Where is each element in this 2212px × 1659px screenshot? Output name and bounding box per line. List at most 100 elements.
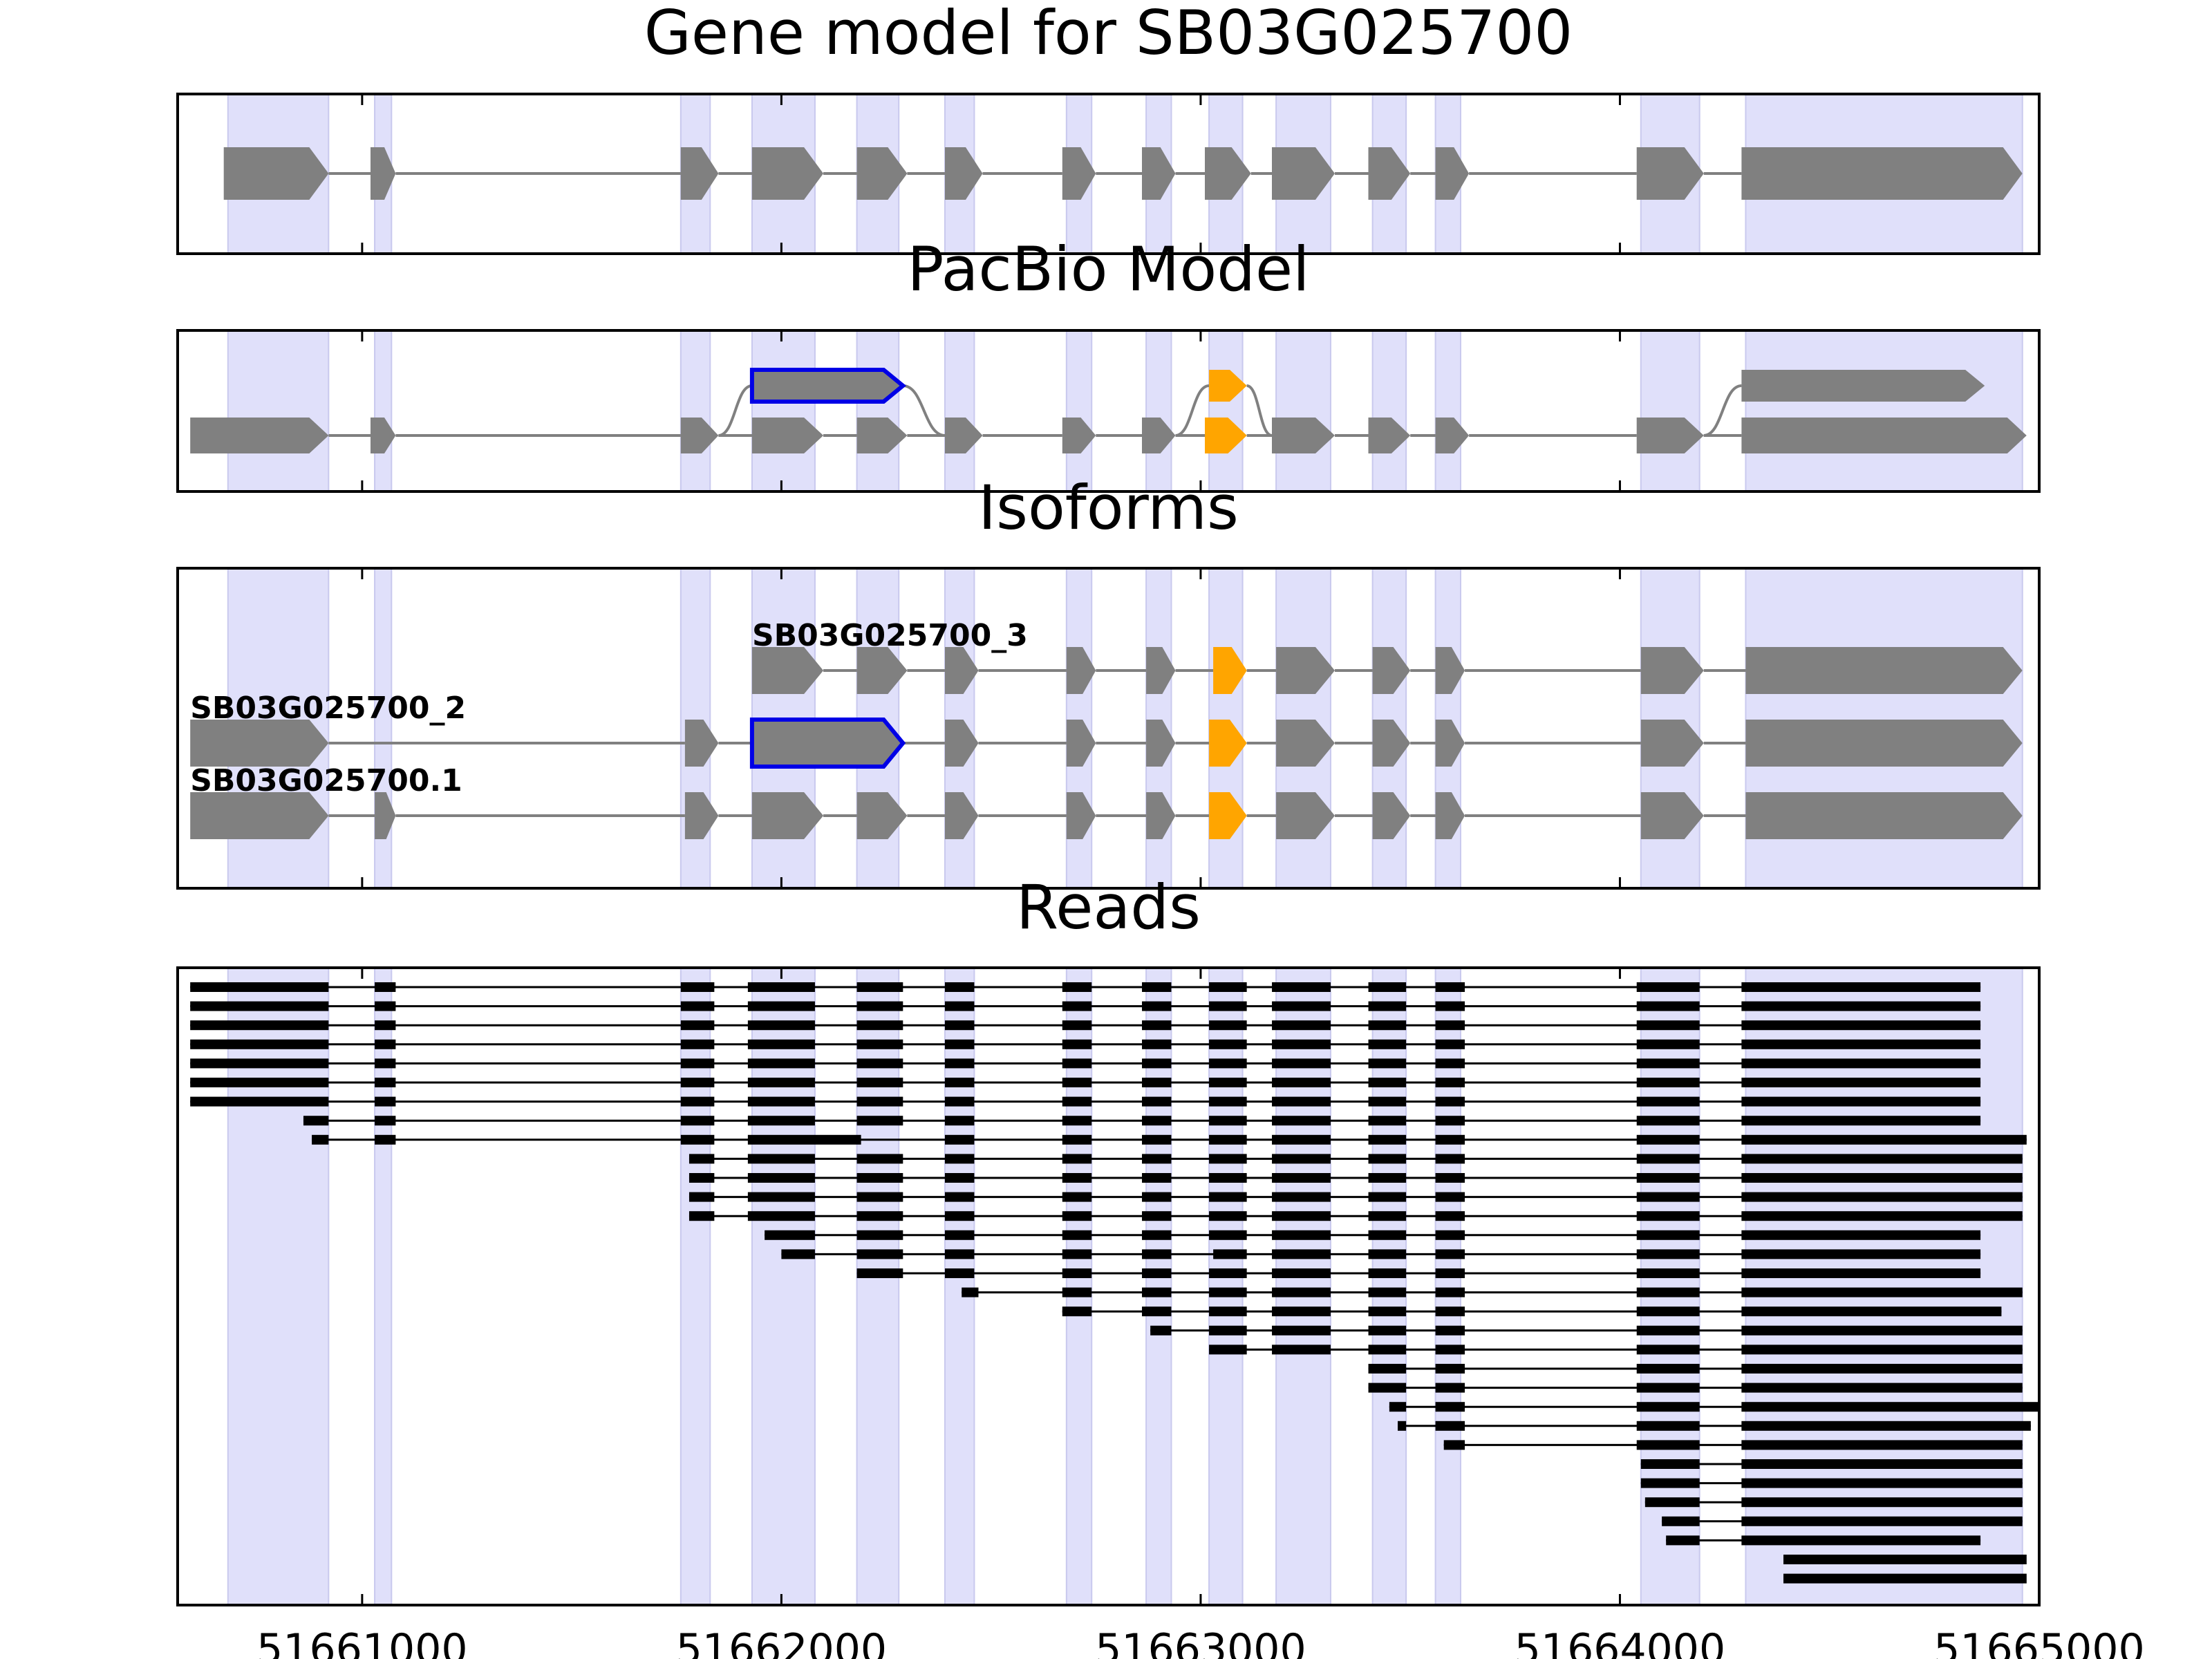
read-block bbox=[1062, 1287, 1092, 1297]
read-block bbox=[1741, 1306, 2002, 1317]
read-block bbox=[1142, 1078, 1172, 1087]
read-block bbox=[1435, 1421, 1465, 1431]
read-block bbox=[1443, 1440, 1465, 1450]
exon-mark bbox=[1276, 647, 1335, 694]
highlight-region bbox=[679, 330, 711, 492]
highlight-region bbox=[679, 967, 711, 1606]
read-block bbox=[1062, 1134, 1092, 1145]
read-block bbox=[1741, 1478, 2023, 1488]
read-row bbox=[1443, 1440, 2023, 1450]
read-block bbox=[680, 1096, 715, 1107]
read-block bbox=[1636, 1211, 1700, 1221]
read-row bbox=[1150, 1325, 2023, 1335]
read-block bbox=[1741, 1268, 1981, 1278]
read-block bbox=[1636, 1039, 1700, 1049]
splice-connector bbox=[718, 384, 753, 437]
splice-connector bbox=[1246, 384, 1273, 437]
panel-frame bbox=[176, 567, 2041, 890]
read-block bbox=[1142, 1039, 1172, 1049]
read-block bbox=[1636, 1058, 1700, 1069]
x-tick-label: 51665000 bbox=[1933, 1625, 2144, 1659]
highlight-region bbox=[1145, 330, 1172, 492]
read-block bbox=[1142, 1134, 1172, 1145]
read-row bbox=[1640, 1478, 2023, 1488]
read-block bbox=[1209, 1096, 1247, 1107]
read-block bbox=[688, 1173, 715, 1183]
read-block bbox=[1741, 1421, 2031, 1431]
read-block bbox=[1368, 1382, 1407, 1393]
read-block bbox=[1389, 1402, 1407, 1412]
read-block bbox=[680, 1020, 715, 1031]
exon-mark bbox=[1435, 647, 1465, 694]
read-block bbox=[1209, 1325, 1247, 1335]
read-block bbox=[375, 1058, 396, 1069]
read-block bbox=[1209, 1134, 1247, 1145]
exon-mark bbox=[945, 720, 979, 767]
exon-mark bbox=[1066, 792, 1096, 839]
read-block bbox=[1741, 1535, 1981, 1546]
read-block bbox=[1435, 1058, 1465, 1069]
read-block bbox=[1209, 1058, 1247, 1069]
read-block bbox=[1741, 1192, 2023, 1202]
read-block bbox=[1636, 1249, 1700, 1259]
exon-mark bbox=[749, 368, 907, 404]
read-block bbox=[856, 1211, 903, 1221]
exon-mark bbox=[1372, 720, 1411, 767]
read-block bbox=[944, 982, 975, 992]
read-block bbox=[1435, 1325, 1465, 1335]
read-block bbox=[1368, 1306, 1407, 1317]
track-data-layer: SB03G025700_3 SB03G025700_2 SB03G025700.1 bbox=[190, 147, 2039, 1584]
read-block bbox=[747, 1039, 815, 1049]
exon-mark bbox=[1062, 147, 1096, 200]
read-block bbox=[856, 1020, 903, 1031]
read-row bbox=[1662, 1516, 2023, 1526]
highlight-region bbox=[227, 967, 330, 1606]
read-block bbox=[1636, 1421, 1700, 1431]
read-block bbox=[375, 1096, 396, 1107]
read-block bbox=[1368, 1078, 1407, 1087]
highlight-region bbox=[856, 330, 900, 492]
highlight-region bbox=[944, 330, 975, 492]
read-block bbox=[856, 1230, 903, 1240]
read-block bbox=[1368, 1268, 1407, 1278]
read-block bbox=[1741, 1287, 2023, 1297]
read-row bbox=[1783, 1573, 2027, 1584]
exon-mark bbox=[1741, 370, 1985, 402]
read-block bbox=[1741, 1058, 1981, 1069]
read-block bbox=[1062, 1154, 1092, 1164]
read-block bbox=[1272, 1096, 1331, 1107]
read-row bbox=[1062, 1306, 2002, 1317]
exon-mark bbox=[1435, 147, 1470, 200]
read-block bbox=[747, 982, 815, 992]
exon-mark bbox=[1640, 792, 1704, 839]
read-block bbox=[747, 1173, 815, 1183]
read-block bbox=[1636, 1078, 1700, 1087]
exon-mark bbox=[371, 147, 396, 200]
exon-mark bbox=[751, 792, 824, 839]
read-block bbox=[1435, 1039, 1465, 1049]
read-block bbox=[1368, 1364, 1407, 1374]
read-block bbox=[1435, 1364, 1465, 1374]
read-block bbox=[1435, 1173, 1465, 1183]
read-block bbox=[1636, 1192, 1700, 1202]
read-row bbox=[190, 1039, 1981, 1049]
read-block bbox=[1272, 1287, 1331, 1297]
exon-mark bbox=[1272, 147, 1335, 200]
exon-mark bbox=[751, 418, 824, 453]
exon-mark bbox=[1146, 720, 1176, 767]
exon-mark bbox=[1209, 792, 1247, 839]
read-block bbox=[1272, 1058, 1331, 1069]
exon-mark bbox=[1372, 792, 1411, 839]
exon-mark bbox=[856, 418, 908, 453]
read-block bbox=[1272, 1116, 1331, 1126]
read-row bbox=[190, 1058, 1981, 1069]
read-block bbox=[1435, 1249, 1465, 1259]
read-block bbox=[1142, 1249, 1172, 1259]
exon-mark bbox=[1213, 647, 1247, 694]
read-block bbox=[944, 1001, 975, 1011]
highlight-region bbox=[1208, 330, 1244, 492]
read-block bbox=[747, 1001, 815, 1011]
exon-mark bbox=[1435, 720, 1465, 767]
highlight-region bbox=[1065, 330, 1093, 492]
read-block bbox=[1636, 1306, 1700, 1317]
